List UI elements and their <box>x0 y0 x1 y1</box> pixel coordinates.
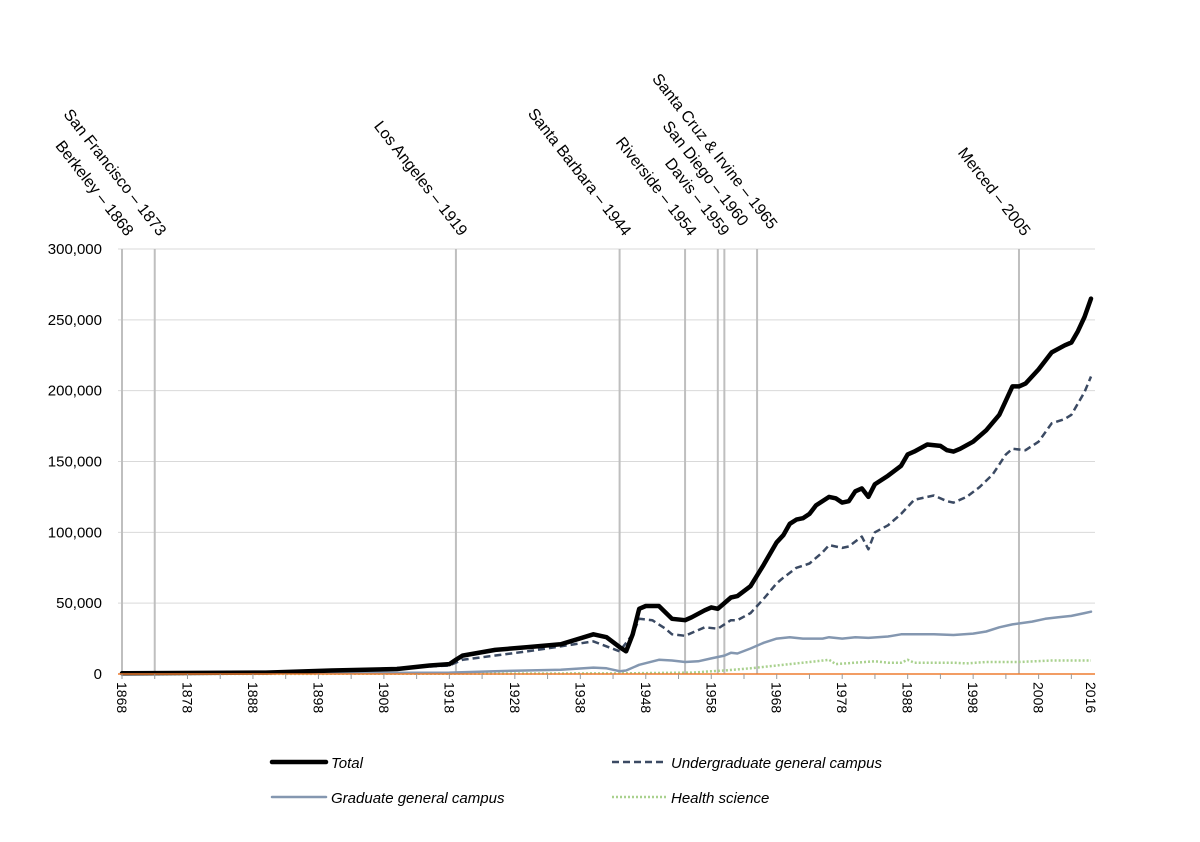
x-tick-label: 1908 <box>376 682 392 713</box>
x-tick-label: 1968 <box>769 682 785 713</box>
series-line-undergraduate-general-campus <box>121 376 1093 675</box>
y-tick-label: 50,000 <box>56 595 102 612</box>
campus-label: Merced – 2005 <box>954 145 1033 240</box>
campus-label: Los Angeles – 1919 <box>370 118 470 239</box>
y-tick-label: 250,000 <box>48 312 102 329</box>
x-tick-label: 1878 <box>179 682 195 713</box>
x-tick-label: 1988 <box>900 682 916 713</box>
x-tick-label: 1948 <box>638 682 654 713</box>
x-tick-label: 1888 <box>245 682 261 713</box>
x-tick-label: 2008 <box>1031 682 1047 713</box>
x-tick-label: 1998 <box>965 682 981 713</box>
series-line-graduate-general-campus <box>120 610 1093 676</box>
gridlines <box>118 248 1095 604</box>
x-tick-label: 1868 <box>114 682 130 713</box>
y-tick-label: 300,000 <box>48 241 102 258</box>
x-tick-label: 1918 <box>441 682 457 713</box>
y-tick-label: 0 <box>94 666 102 683</box>
x-tick-label: 2016 <box>1083 682 1099 713</box>
legend-label: Undergraduate general campus <box>671 755 882 772</box>
legend-label: Health science <box>671 790 769 807</box>
legend-label: Total <box>331 755 364 772</box>
x-tick-label: 1938 <box>572 682 588 713</box>
x-tick-label: 1978 <box>834 682 850 713</box>
campus-label: Santa Barbara – 1944 <box>524 106 634 240</box>
y-tick-label: 200,000 <box>48 383 102 400</box>
y-tick-label: 150,000 <box>48 454 102 471</box>
legend-label: Graduate general campus <box>331 790 505 807</box>
y-tick-label: 100,000 <box>48 524 102 541</box>
series-lines <box>119 296 1094 676</box>
legend: Total Undergraduate general campus Graduat… <box>269 755 882 807</box>
x-tick-label: 1928 <box>507 682 523 713</box>
series-line-total <box>119 296 1094 676</box>
x-tick-label: 1958 <box>703 682 719 713</box>
axes: 0 50,000 100,000 150,000 200,000 250,000 300,0… <box>48 241 1099 713</box>
x-tick-label: 1898 <box>310 682 326 713</box>
